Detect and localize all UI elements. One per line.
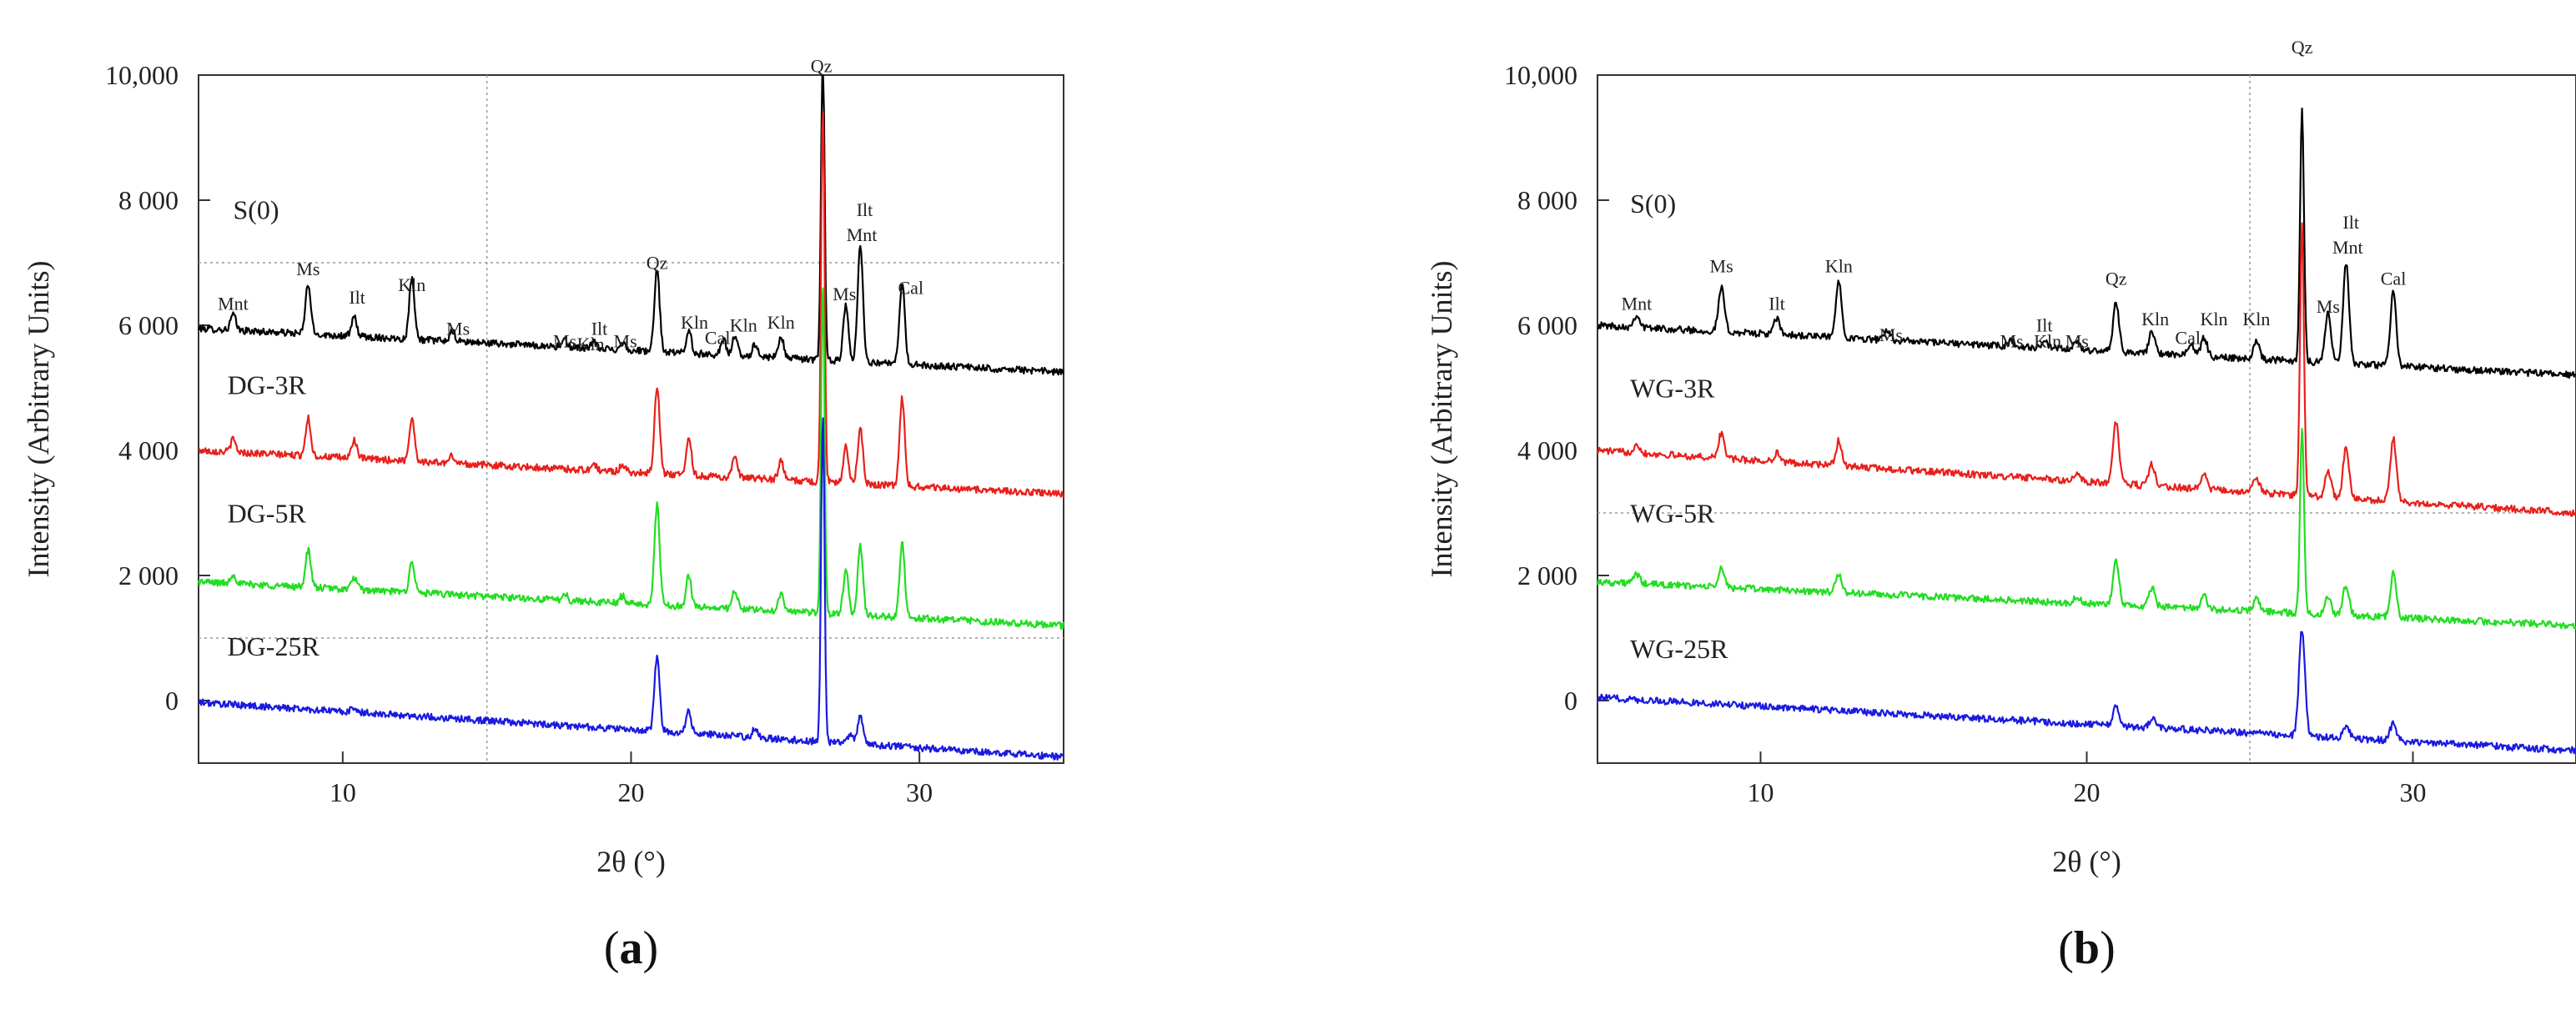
peak-annotation: Mnt [218, 293, 249, 314]
y-tick-label: 2 000 [118, 560, 179, 590]
series-label: WG-3R [1630, 373, 1715, 403]
series-line-wg-5r [1596, 428, 2576, 630]
x-tick-label: 10 [330, 777, 356, 807]
peak-annotation: Qz [647, 253, 668, 274]
peak-annotation: Cal [2381, 268, 2407, 289]
peak-annotation: Qz [2106, 268, 2127, 289]
plot-frame [198, 74, 1064, 764]
peak-annotation: Cal [705, 328, 731, 349]
peak-annotation: Mnt [1622, 293, 1653, 314]
x-tick-label: 30 [906, 777, 933, 807]
peak-annotation: Kln [2242, 309, 2270, 329]
series-line-wg-25r [1597, 631, 2576, 755]
peak-annotation: Kln [1825, 255, 1853, 276]
chart-panel-b: 10 20 30 0 2 000 4 000 6 000 8 000 10,000 2θ (°) I… [1425, 37, 2576, 974]
peak-annotation: Kln [681, 312, 708, 333]
peak-annotation: Kln [2034, 330, 2061, 351]
y-tick-label: 0 [165, 686, 179, 716]
series-label: WG-5R [1630, 498, 1715, 528]
peak-annotation: Ilt [2036, 315, 2053, 336]
x-tick-label: 30 [2400, 777, 2427, 807]
peak-annotation: Ms [296, 259, 319, 279]
y-axis-title: Intensity (Arbitrary Units) [1425, 261, 1458, 578]
series-line-dg-25r [197, 417, 1064, 761]
panel-label: (a) [604, 922, 658, 974]
x-tick-label: 20 [618, 777, 645, 807]
peak-annotation: Mnt [847, 224, 878, 245]
panel-label-close: ) [643, 922, 659, 974]
peak-annotation: Cal [898, 278, 924, 299]
series-label: DG-5R [228, 498, 307, 528]
series-label: S(0) [1630, 188, 1676, 219]
series-label: DG-25R [228, 631, 320, 661]
peak-annotation: Mnt [2332, 237, 2363, 258]
peak-annotation: Ms [833, 284, 856, 304]
y-tick-label: 10,000 [105, 60, 179, 90]
peak-annotation: Kln [398, 274, 425, 295]
peak-annotation: Ms [2000, 330, 2024, 351]
peak-annotation: Ilt [349, 287, 365, 308]
peak-annotation: Qz [2292, 37, 2313, 58]
peak-annotation: Ilt [591, 318, 608, 339]
y-tick-label: 6 000 [1517, 310, 1577, 340]
peak-annotation: Ms [446, 318, 470, 339]
y-tick-label: 8 000 [1517, 185, 1577, 215]
peak-annotation: Ilt [857, 199, 873, 220]
y-axis-title: Intensity (Arbitrary Units) [22, 261, 55, 578]
y-tick-label: 2 000 [1517, 560, 1577, 590]
peak-annotation: Ms [1710, 255, 1733, 276]
y-tick-label: 8 000 [118, 185, 179, 215]
peak-annotation: Kln [767, 312, 795, 333]
y-tick-label: 10,000 [1504, 60, 1577, 90]
panel-label-letter: b [2074, 922, 2100, 974]
chart-panel-a: 10 20 30 0 2 000 4 000 6 000 8 000 10,000 2θ (°) I… [22, 55, 1065, 974]
y-tick-label: 4 000 [118, 435, 179, 465]
y-tick-label: 6 000 [118, 310, 179, 340]
panel-label-close: ) [2100, 922, 2116, 974]
peak-annotation: Ms [553, 330, 576, 351]
x-tick-label: 10 [1748, 777, 1774, 807]
panel-label-open: ( [604, 922, 620, 974]
x-axis-title: 2θ (°) [2052, 845, 2121, 878]
peak-annotation: Ilt [2342, 212, 2359, 233]
peak-annotation: Qz [811, 55, 833, 76]
peak-annotation: Kln [730, 315, 757, 336]
series-line-s-0- [197, 73, 1065, 376]
series-label: S(0) [233, 195, 279, 225]
panel-label-letter: a [620, 922, 643, 974]
peak-annotation: Kln [2200, 309, 2227, 329]
plot-frame [1597, 74, 2576, 764]
series-line-s-0- [1597, 108, 2576, 379]
series-line-dg-3r [198, 110, 1065, 498]
peak-annotation: Cal [2175, 328, 2201, 349]
peak-annotation: Ilt [1768, 293, 1785, 314]
peak-annotation: Ms [614, 330, 637, 351]
x-axis-title: 2θ (°) [596, 845, 666, 878]
series-line-dg-5r [197, 287, 1065, 631]
series-line-wg-3r [1596, 222, 2576, 517]
peak-annotation: Kln [577, 334, 605, 354]
peak-annotation: Ms [2317, 296, 2340, 317]
y-tick-label: 0 [1564, 686, 1577, 716]
peak-annotation: Ms [1879, 324, 1903, 345]
series-label: WG-25R [1630, 634, 1728, 664]
panel-label: (b) [2058, 922, 2115, 974]
panel-label-open: ( [2058, 922, 2074, 974]
peak-annotation: Kln [2141, 309, 2169, 329]
x-tick-label: 20 [2074, 777, 2101, 807]
series-label: DG-3R [228, 370, 307, 400]
y-tick-label: 4 000 [1517, 435, 1577, 465]
peak-annotation: Ms [2065, 330, 2089, 351]
